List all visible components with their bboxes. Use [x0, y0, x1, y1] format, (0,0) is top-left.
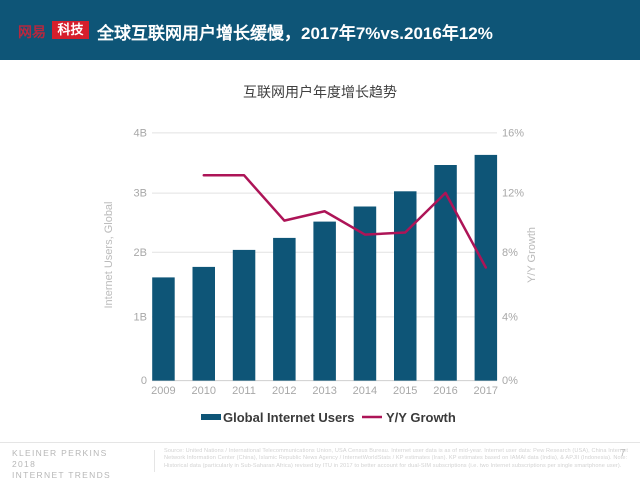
svg-text:2017: 2017	[474, 385, 498, 397]
svg-text:2010: 2010	[192, 385, 216, 397]
svg-text:8%: 8%	[502, 247, 518, 259]
svg-text:1B: 1B	[134, 312, 147, 324]
svg-text:3B: 3B	[134, 188, 147, 200]
svg-text:0%: 0%	[502, 375, 518, 387]
svg-text:2012: 2012	[272, 385, 296, 397]
svg-text:2015: 2015	[393, 385, 417, 397]
svg-text:0: 0	[141, 375, 147, 387]
svg-text:2013: 2013	[312, 385, 336, 397]
svg-text:12%: 12%	[502, 188, 524, 200]
svg-text:4B: 4B	[134, 128, 147, 140]
svg-text:Y/Y Growth: Y/Y Growth	[386, 410, 456, 425]
svg-text:2B: 2B	[134, 247, 147, 259]
svg-text:Internet Users, Global: Internet Users, Global	[103, 202, 115, 309]
svg-text:2011: 2011	[232, 385, 256, 397]
svg-text:2014: 2014	[353, 385, 377, 397]
svg-text:4%: 4%	[502, 312, 518, 324]
svg-text:2016: 2016	[433, 385, 457, 397]
svg-text:Y/Y Growth: Y/Y Growth	[526, 227, 538, 283]
svg-text:16%: 16%	[502, 128, 524, 140]
svg-text:Global Internet Users: Global Internet Users	[223, 410, 354, 425]
svg-text:2009: 2009	[151, 385, 175, 397]
